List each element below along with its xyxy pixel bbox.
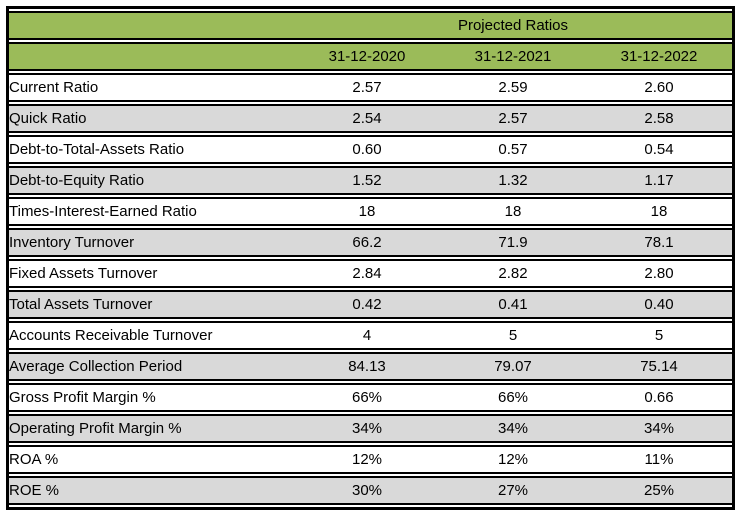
cell-value: 79.07 <box>440 352 586 381</box>
table-title: Projected Ratios <box>294 11 732 40</box>
row-label: Current Ratio <box>9 73 294 102</box>
table-row: Fixed Assets Turnover 2.84 2.82 2.80 <box>9 259 732 288</box>
row-label: Gross Profit Margin % <box>9 383 294 412</box>
table-row: ROA % 12% 12% 11% <box>9 445 732 474</box>
cell-value: 34% <box>586 414 732 443</box>
table-row: Current Ratio 2.57 2.59 2.60 <box>9 73 732 102</box>
cell-value: 2.57 <box>440 104 586 133</box>
table-row: Inventory Turnover 66.2 71.9 78.1 <box>9 228 732 257</box>
cell-value: 2.58 <box>586 104 732 133</box>
cell-value: 2.59 <box>440 73 586 102</box>
cell-value: 0.42 <box>294 290 440 319</box>
row-label: Debt-to-Equity Ratio <box>9 166 294 195</box>
cell-value: 2.84 <box>294 259 440 288</box>
cell-value: 5 <box>440 321 586 350</box>
cell-value: 84.13 <box>294 352 440 381</box>
row-label: Inventory Turnover <box>9 228 294 257</box>
cell-value: 2.80 <box>586 259 732 288</box>
cell-value: 71.9 <box>440 228 586 257</box>
column-header-2022: 31-12-2022 <box>586 42 732 71</box>
cell-value: 0.57 <box>440 135 586 164</box>
table-row: Quick Ratio 2.54 2.57 2.58 <box>9 104 732 133</box>
cell-value: 78.1 <box>586 228 732 257</box>
cell-value: 2.54 <box>294 104 440 133</box>
cell-value: 0.41 <box>440 290 586 319</box>
ratio-rows: Current Ratio 2.57 2.59 2.60 Quick Ratio… <box>9 73 732 505</box>
cell-value: 1.52 <box>294 166 440 195</box>
row-label: Accounts Receivable Turnover <box>9 321 294 350</box>
column-header-row: 31-12-2020 31-12-2021 31-12-2022 <box>9 42 732 71</box>
empty-header-cell <box>9 11 294 40</box>
cell-value: 25% <box>586 476 732 505</box>
cell-value: 5 <box>586 321 732 350</box>
cell-value: 0.66 <box>586 383 732 412</box>
cell-value: 0.60 <box>294 135 440 164</box>
table-row: Accounts Receivable Turnover 4 5 5 <box>9 321 732 350</box>
cell-value: 0.40 <box>586 290 732 319</box>
row-label: Average Collection Period <box>9 352 294 381</box>
title-row: Projected Ratios <box>9 11 732 40</box>
cell-value: 66.2 <box>294 228 440 257</box>
table-row: Times-Interest-Earned Ratio 18 18 18 <box>9 197 732 226</box>
cell-value: 1.17 <box>586 166 732 195</box>
column-header-2021: 31-12-2021 <box>440 42 586 71</box>
row-label: Debt-to-Total-Assets Ratio <box>9 135 294 164</box>
table-row: Debt-to-Equity Ratio 1.52 1.32 1.17 <box>9 166 732 195</box>
cell-value: 75.14 <box>586 352 732 381</box>
cell-value: 2.82 <box>440 259 586 288</box>
cell-value: 12% <box>440 445 586 474</box>
table-row: ROE % 30% 27% 25% <box>9 476 732 505</box>
table-row: Average Collection Period 84.13 79.07 75… <box>9 352 732 381</box>
row-label: Total Assets Turnover <box>9 290 294 319</box>
cell-value: 18 <box>586 197 732 226</box>
column-header-2020: 31-12-2020 <box>294 42 440 71</box>
projected-ratios-table: Projected Ratios 31-12-2020 31-12-2021 3… <box>6 6 735 510</box>
row-label: ROA % <box>9 445 294 474</box>
cell-value: 2.57 <box>294 73 440 102</box>
row-label: Operating Profit Margin % <box>9 414 294 443</box>
cell-value: 0.54 <box>586 135 732 164</box>
cell-value: 66% <box>440 383 586 412</box>
cell-value: 30% <box>294 476 440 505</box>
row-label: Fixed Assets Turnover <box>9 259 294 288</box>
row-label: ROE % <box>9 476 294 505</box>
table-row: Gross Profit Margin % 66% 66% 0.66 <box>9 383 732 412</box>
table-row: Total Assets Turnover 0.42 0.41 0.40 <box>9 290 732 319</box>
table-row: Operating Profit Margin % 34% 34% 34% <box>9 414 732 443</box>
cell-value: 12% <box>294 445 440 474</box>
cell-value: 34% <box>440 414 586 443</box>
empty-header-cell <box>9 42 294 71</box>
cell-value: 1.32 <box>440 166 586 195</box>
cell-value: 66% <box>294 383 440 412</box>
cell-value: 18 <box>440 197 586 226</box>
table-row: Debt-to-Total-Assets Ratio 0.60 0.57 0.5… <box>9 135 732 164</box>
cell-value: 18 <box>294 197 440 226</box>
cell-value: 2.60 <box>586 73 732 102</box>
row-label: Quick Ratio <box>9 104 294 133</box>
cell-value: 4 <box>294 321 440 350</box>
row-label: Times-Interest-Earned Ratio <box>9 197 294 226</box>
cell-value: 27% <box>440 476 586 505</box>
cell-value: 11% <box>586 445 732 474</box>
cell-value: 34% <box>294 414 440 443</box>
